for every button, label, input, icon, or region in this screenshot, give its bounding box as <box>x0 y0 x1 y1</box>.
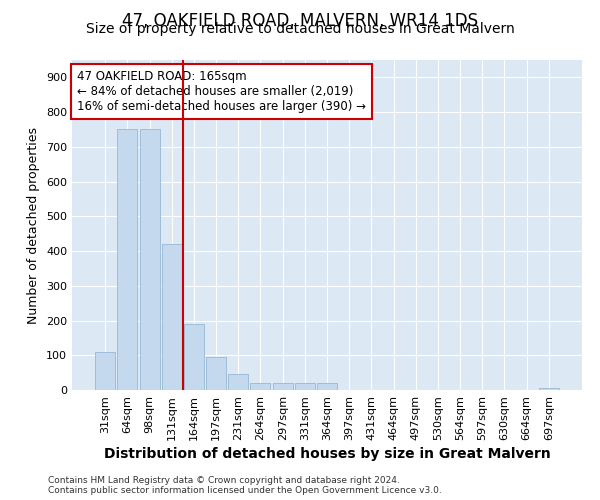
Bar <box>272 383 293 390</box>
Bar <box>140 130 160 390</box>
Bar <box>228 374 248 390</box>
Text: Size of property relative to detached houses in Great Malvern: Size of property relative to detached ho… <box>86 22 514 36</box>
Bar <box>317 383 337 390</box>
Bar <box>118 130 137 390</box>
Bar <box>250 383 271 390</box>
X-axis label: Distribution of detached houses by size in Great Malvern: Distribution of detached houses by size … <box>104 447 550 461</box>
Bar <box>295 383 315 390</box>
Y-axis label: Number of detached properties: Number of detached properties <box>28 126 40 324</box>
Text: 47 OAKFIELD ROAD: 165sqm
← 84% of detached houses are smaller (2,019)
16% of sem: 47 OAKFIELD ROAD: 165sqm ← 84% of detach… <box>77 70 366 113</box>
Bar <box>162 244 182 390</box>
Bar <box>206 357 226 390</box>
Bar <box>95 352 115 390</box>
Bar <box>184 324 204 390</box>
Text: 47, OAKFIELD ROAD, MALVERN, WR14 1DS: 47, OAKFIELD ROAD, MALVERN, WR14 1DS <box>122 12 478 30</box>
Text: Contains HM Land Registry data © Crown copyright and database right 2024.
Contai: Contains HM Land Registry data © Crown c… <box>48 476 442 495</box>
Bar <box>539 388 559 390</box>
